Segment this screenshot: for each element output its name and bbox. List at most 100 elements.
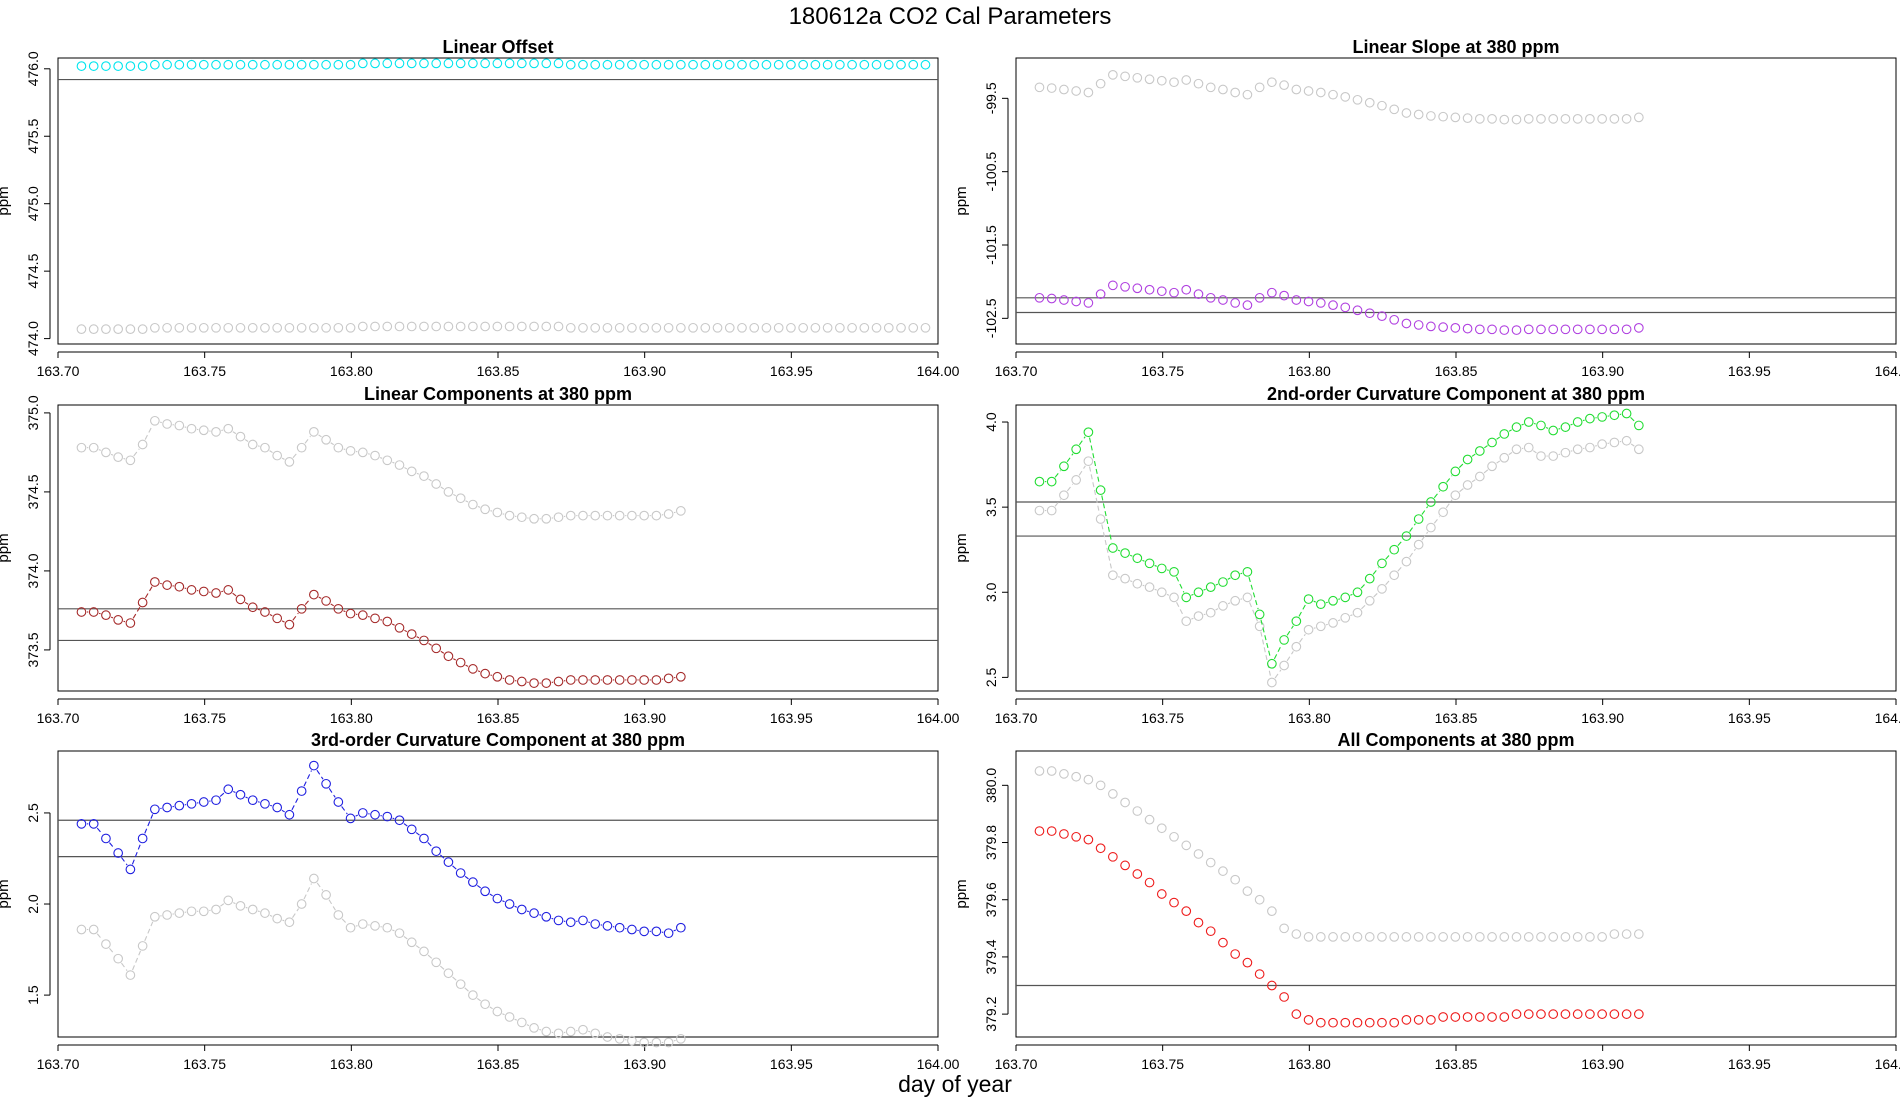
x-tick-label: 163.70 bbox=[995, 1056, 1038, 1072]
data-point bbox=[357, 321, 368, 332]
series-connector bbox=[1445, 499, 1453, 509]
data-point bbox=[1132, 283, 1143, 294]
series-connector bbox=[1274, 669, 1282, 679]
data-point bbox=[1218, 601, 1228, 611]
data-point bbox=[1621, 324, 1632, 335]
data-point bbox=[1071, 444, 1082, 455]
data-point bbox=[688, 59, 698, 70]
series-connector bbox=[232, 431, 237, 435]
series-connector bbox=[489, 893, 493, 897]
series-connector bbox=[343, 610, 346, 613]
y-tick-label: 375.0 bbox=[25, 395, 41, 430]
series-connector bbox=[1286, 625, 1294, 636]
data-point bbox=[1340, 302, 1351, 313]
data-point bbox=[137, 597, 148, 608]
data-point bbox=[1462, 1012, 1473, 1022]
x-tick-label: 163.75 bbox=[183, 363, 226, 379]
data-point bbox=[492, 507, 503, 518]
series-connector bbox=[1142, 559, 1145, 562]
data-point bbox=[211, 322, 221, 333]
data-point bbox=[1352, 305, 1363, 316]
data-point bbox=[480, 58, 490, 69]
series-connector bbox=[453, 493, 457, 497]
data-point bbox=[639, 510, 649, 521]
data-point bbox=[76, 324, 87, 335]
series-connector bbox=[1191, 617, 1194, 620]
data-point bbox=[162, 419, 172, 429]
data-point bbox=[419, 946, 429, 957]
data-point bbox=[651, 675, 662, 685]
data-point bbox=[174, 800, 185, 811]
y-axis-label: ppm bbox=[0, 533, 12, 562]
data-point bbox=[1621, 929, 1632, 939]
data-point bbox=[88, 61, 99, 71]
series-gray bbox=[1034, 70, 1644, 125]
data-point bbox=[1511, 444, 1522, 455]
data-point bbox=[700, 322, 711, 333]
data-point bbox=[590, 675, 601, 685]
data-point bbox=[883, 322, 894, 333]
data-point bbox=[1083, 774, 1094, 785]
y-tick-label: -101.5 bbox=[983, 225, 999, 265]
data-point bbox=[675, 59, 686, 70]
x-tick-label: 163.90 bbox=[1581, 710, 1624, 726]
data-point bbox=[1315, 932, 1326, 942]
series-connector bbox=[1409, 523, 1416, 532]
data-point bbox=[1377, 1017, 1387, 1028]
data-point bbox=[1181, 616, 1192, 627]
data-point bbox=[1633, 420, 1644, 431]
y-tick-label: 379.2 bbox=[983, 996, 999, 1031]
data-point bbox=[1315, 298, 1326, 308]
x-tick-label: 163.80 bbox=[1288, 1056, 1331, 1072]
data-point bbox=[529, 513, 539, 524]
y-axis-label: ppm bbox=[953, 879, 970, 908]
data-point bbox=[1585, 413, 1595, 424]
data-point bbox=[602, 921, 613, 931]
data-point bbox=[1621, 435, 1632, 446]
y-tick-label: -102.5 bbox=[983, 298, 999, 338]
series-connector bbox=[403, 936, 408, 940]
data-point bbox=[1108, 851, 1118, 862]
data-point bbox=[565, 510, 576, 521]
data-point bbox=[553, 321, 564, 332]
data-point bbox=[1523, 442, 1534, 453]
data-point bbox=[1572, 114, 1583, 124]
plot-frame bbox=[57, 404, 939, 692]
series-connector bbox=[1350, 593, 1353, 596]
data-point bbox=[1340, 592, 1351, 603]
data-point bbox=[1523, 932, 1534, 942]
data-point bbox=[1218, 295, 1228, 305]
data-point bbox=[492, 671, 503, 682]
data-point bbox=[541, 58, 552, 69]
data-point bbox=[578, 322, 588, 333]
data-point bbox=[1450, 490, 1461, 501]
data-point bbox=[1499, 325, 1510, 335]
x-tick-label: 163.95 bbox=[1728, 363, 1771, 379]
data-point bbox=[700, 59, 711, 70]
x-tick-label: 163.80 bbox=[1288, 710, 1331, 726]
data-point bbox=[1548, 114, 1559, 124]
data-point bbox=[284, 322, 295, 333]
data-point bbox=[211, 427, 221, 437]
series-connector bbox=[355, 814, 359, 817]
data-point bbox=[223, 322, 234, 333]
data-point bbox=[309, 873, 319, 884]
data-point bbox=[1572, 417, 1583, 427]
data-point bbox=[1633, 929, 1644, 939]
data-point bbox=[1621, 114, 1632, 124]
data-point bbox=[1328, 618, 1338, 628]
y-tick-label: 475.5 bbox=[25, 119, 41, 154]
data-point bbox=[565, 917, 576, 928]
data-point bbox=[627, 1035, 637, 1046]
data-point bbox=[370, 58, 380, 69]
data-point bbox=[1523, 1009, 1534, 1019]
y-axis-label: ppm bbox=[0, 879, 12, 908]
series-connector bbox=[1570, 423, 1573, 426]
data-point bbox=[1034, 292, 1045, 303]
data-point bbox=[1609, 410, 1620, 421]
series-connector bbox=[1101, 524, 1113, 570]
data-point bbox=[516, 321, 527, 332]
data-point bbox=[639, 926, 649, 937]
data-point bbox=[639, 322, 649, 333]
data-point bbox=[480, 321, 490, 332]
